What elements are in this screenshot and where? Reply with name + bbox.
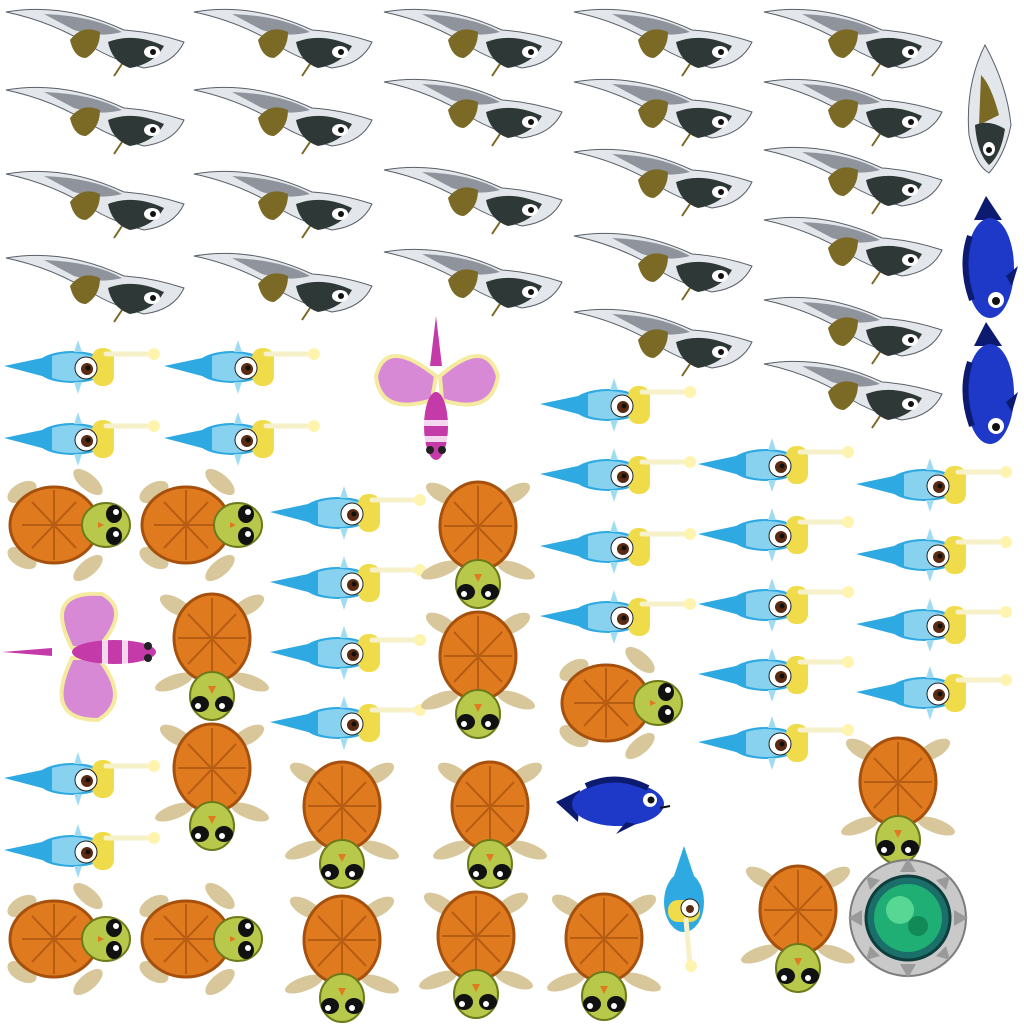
manta-ray-sprite	[763, 296, 943, 365]
anglerfish-sprite	[164, 340, 320, 394]
sea-turtle-sprite	[7, 468, 131, 582]
anglerfish-sprite	[856, 458, 1012, 512]
anglerfish-sprite	[540, 520, 696, 574]
sea-turtle-sprite	[139, 468, 263, 582]
manta-ray-sprite	[763, 216, 943, 285]
anglerfish-sprite	[698, 438, 854, 492]
manta-ray-sprite	[193, 86, 373, 155]
anglerfish-sprite	[270, 486, 426, 540]
sea-turtle-sprite	[7, 882, 131, 996]
manta-ray-sprite	[763, 78, 943, 147]
anglerfish-sprite	[164, 412, 320, 466]
anglerfish-sprite	[4, 340, 160, 394]
anglerfish-sprite	[664, 846, 704, 972]
anglerfish-sprite	[270, 696, 426, 750]
anglerfish-sprite	[698, 648, 854, 702]
manta-ray-sprite	[383, 8, 563, 77]
sea-turtle-sprite	[285, 760, 399, 889]
manta-ray-sprite	[573, 232, 753, 301]
manta-ray-sprite	[383, 166, 563, 235]
manta-ray-sprite	[5, 86, 185, 155]
sea-turtle-sprite	[841, 736, 955, 865]
anglerfish-sprite	[698, 508, 854, 562]
manta-ray-sprite	[5, 170, 185, 239]
manta-ray-sprite	[763, 8, 943, 77]
sea-turtle-sprite	[559, 646, 683, 760]
sea-turtle-sprite	[433, 760, 547, 889]
anglerfish-sprite	[540, 448, 696, 502]
sea-turtle-sprite	[285, 894, 399, 1023]
manta-ray-sprite	[763, 360, 943, 429]
portal-medallion-sprite	[848, 858, 968, 978]
manta-ray-sprite	[763, 146, 943, 215]
anglerfish-sprite	[4, 824, 160, 878]
sea-turtle-sprite	[421, 610, 535, 739]
sea-turtle-sprite	[419, 890, 533, 1019]
blue-tang-sprite	[962, 322, 1018, 444]
anglerfish-sprite	[856, 666, 1012, 720]
manta-ray-sprite	[5, 8, 185, 77]
anglerfish-sprite	[698, 578, 854, 632]
manta-ray-sprite	[573, 308, 753, 377]
anglerfish-sprite	[540, 590, 696, 644]
anglerfish-sprite	[270, 626, 426, 680]
sea-turtle-sprite	[155, 592, 269, 721]
sea-turtle-sprite	[139, 882, 263, 996]
manta-ray-sprite	[193, 170, 373, 239]
manta-ray-sprite	[573, 148, 753, 217]
manta-ray-sprite	[5, 254, 185, 323]
sea-turtle-sprite	[741, 864, 855, 993]
blue-tang-sprite	[556, 776, 671, 834]
blue-tang-sprite	[962, 196, 1018, 318]
anglerfish-sprite	[4, 412, 160, 466]
sea-turtle-sprite	[421, 480, 535, 609]
anglerfish-sprite	[856, 598, 1012, 652]
butterfly-fish-sprite	[373, 316, 501, 460]
sea-turtle-sprite	[547, 892, 661, 1021]
manta-ray-sprite	[573, 78, 753, 147]
manta-ray-sprite	[967, 43, 1012, 174]
anglerfish-sprite	[698, 716, 854, 770]
manta-ray-sprite	[383, 248, 563, 317]
manta-ray-sprite	[573, 8, 753, 77]
manta-ray-sprite	[383, 78, 563, 147]
anglerfish-sprite	[856, 528, 1012, 582]
anglerfish-sprite	[540, 378, 696, 432]
manta-ray-sprite	[193, 8, 373, 77]
anglerfish-sprite	[270, 556, 426, 610]
sea-turtle-sprite	[155, 722, 269, 851]
manta-ray-sprite	[193, 252, 373, 321]
butterfly-fish-sprite	[2, 591, 156, 723]
anglerfish-sprite	[4, 752, 160, 806]
